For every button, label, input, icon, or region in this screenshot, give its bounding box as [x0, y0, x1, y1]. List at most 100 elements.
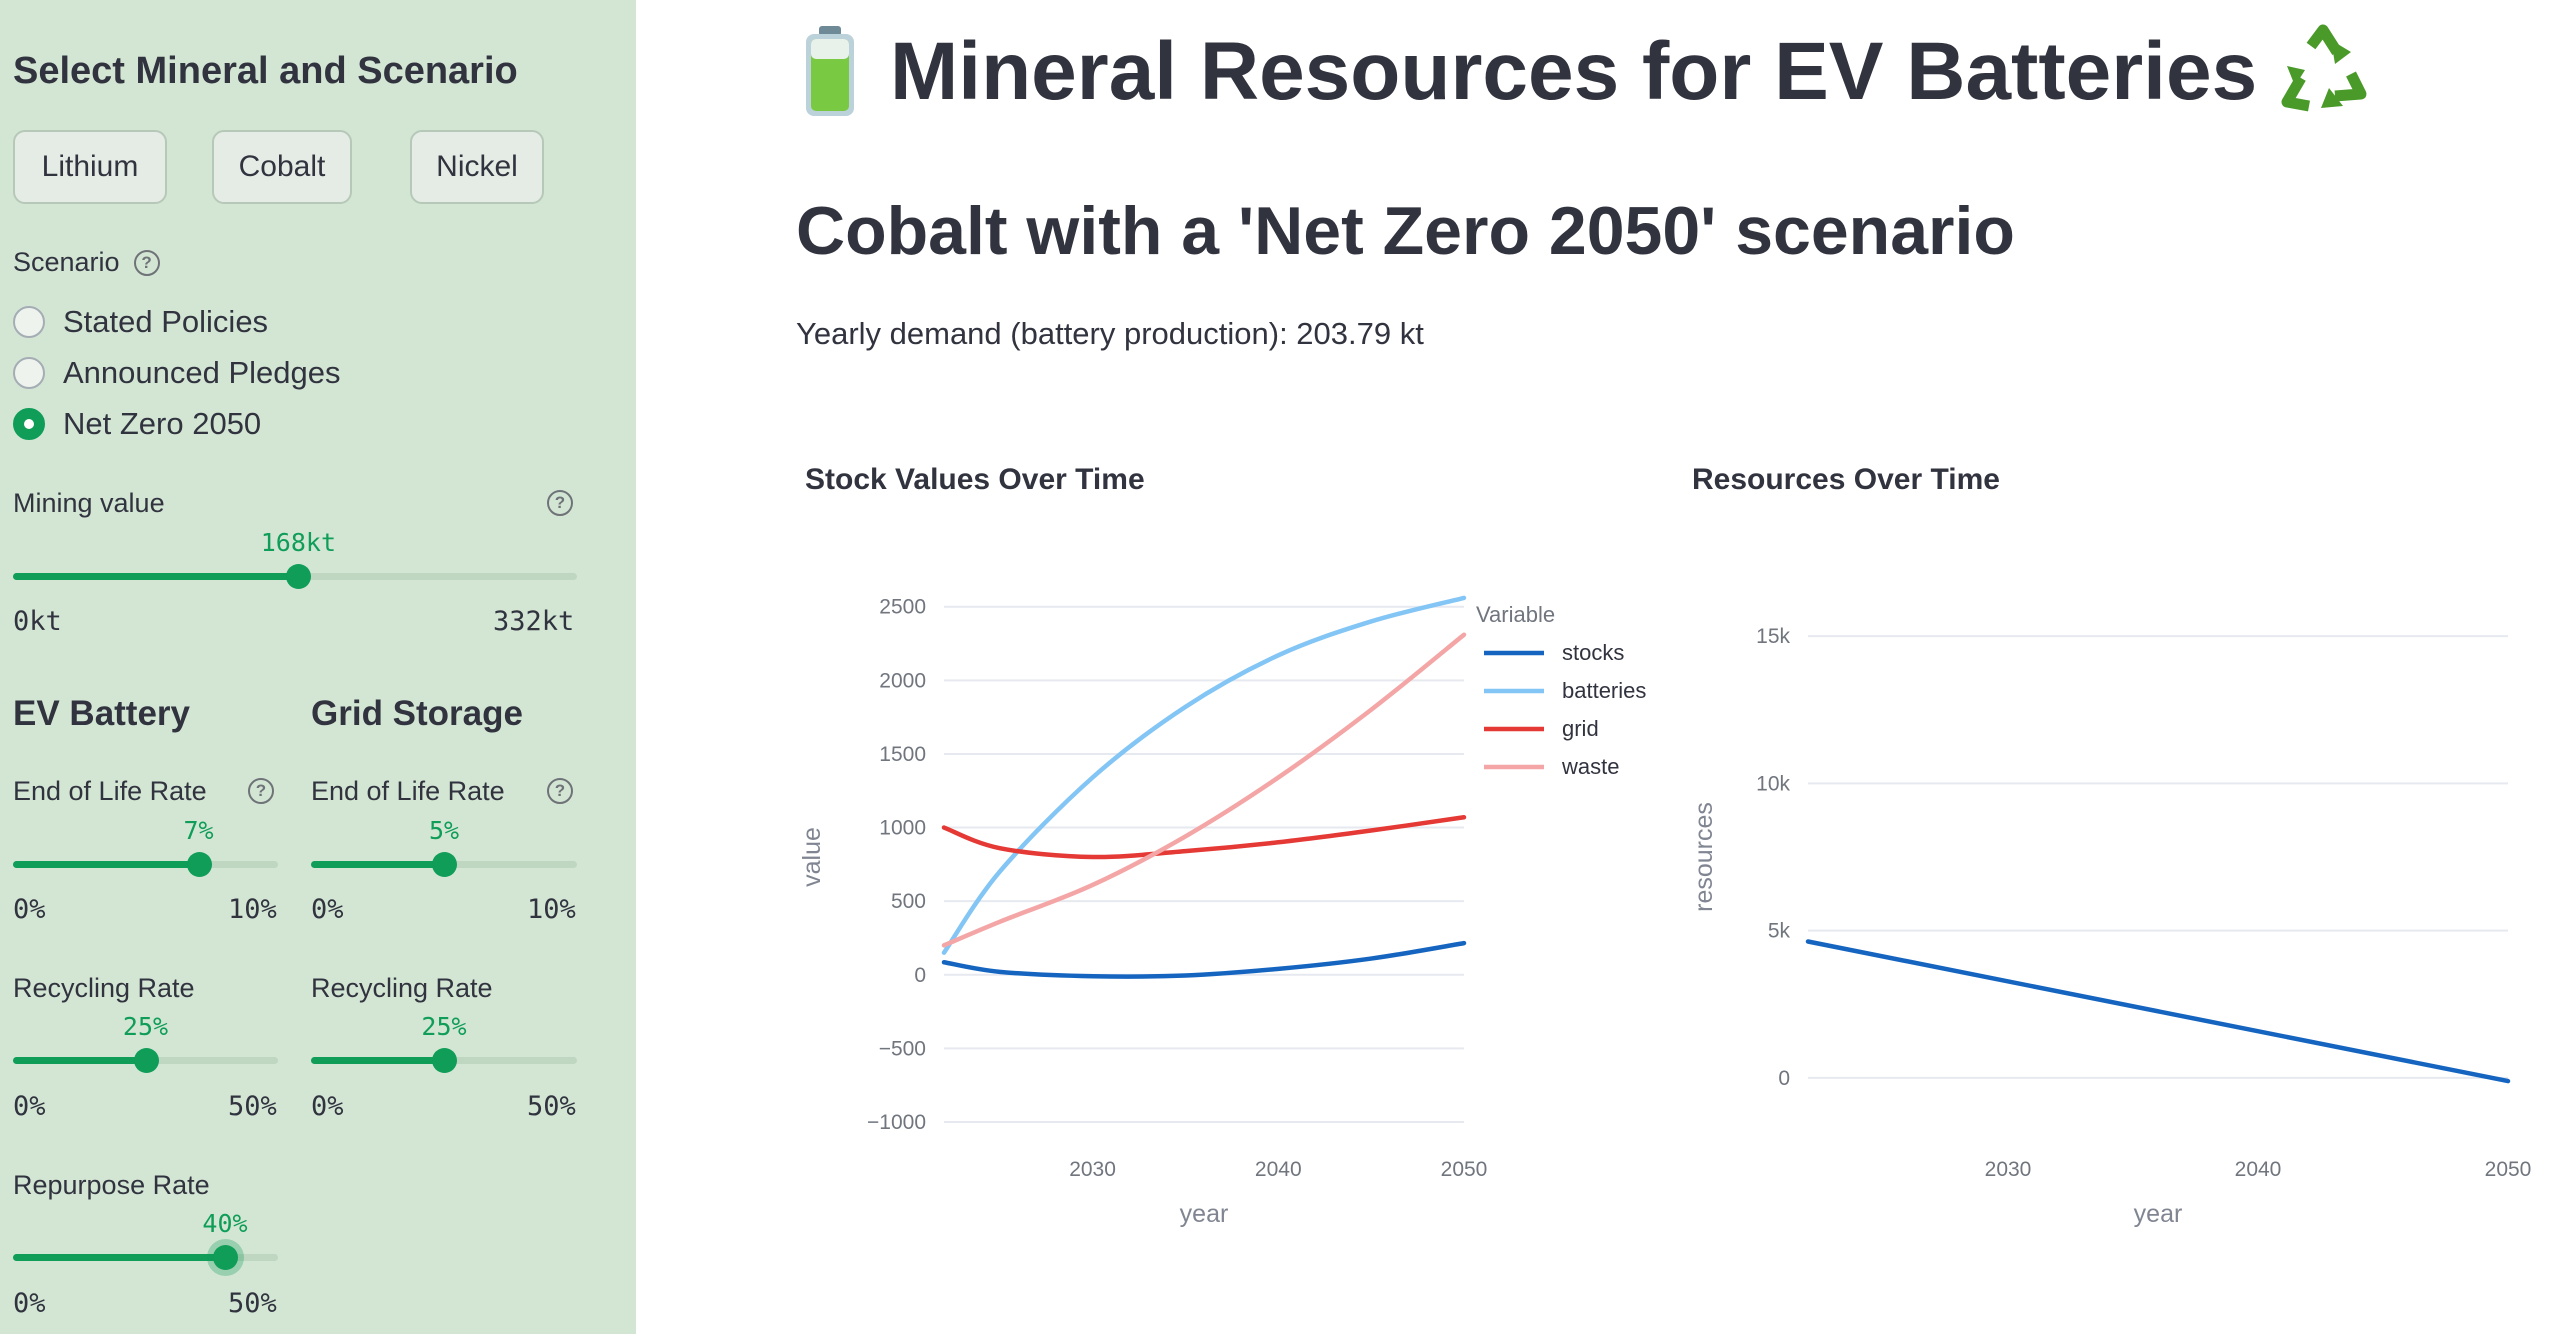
recycle-icon	[2273, 22, 2374, 122]
x-axis-label: year	[2134, 1200, 2183, 1228]
ev-recycling-label: Recycling Rate	[13, 973, 195, 1003]
slider-thumb[interactable]	[213, 1245, 238, 1270]
series-line-resources	[1805, 939, 2511, 1084]
sidebar-title: Select Mineral and Scenario	[13, 50, 518, 92]
legend-item-waste: waste	[1561, 754, 1619, 779]
ev-recycling-min-label: 0%	[13, 1091, 46, 1122]
y-tick-label: 500	[891, 890, 926, 913]
slider-value: 168kt	[260, 528, 337, 557]
y-axis-label: resources	[1690, 802, 1718, 912]
y-tick-label: −500	[879, 1037, 926, 1060]
slider-value: 5%	[428, 816, 460, 845]
ev-end-of-life-min-label: 0%	[13, 894, 46, 925]
y-tick-label: 2000	[879, 669, 926, 692]
series-line-waste	[941, 632, 1467, 948]
y-axis-label: value	[798, 827, 826, 887]
radio-circle-icon[interactable]	[13, 306, 45, 338]
ev-battery-heading: EV Battery	[13, 694, 191, 733]
x-axis-label: year	[1180, 1200, 1229, 1228]
slider-fill	[311, 861, 444, 868]
stock-chart-title: Stock Values Over Time	[805, 463, 1145, 496]
y-tick-label: 15k	[1756, 625, 1790, 648]
slider-value: 25%	[122, 1012, 169, 1041]
grid-end-of-life-label: End of Life Rate	[311, 776, 505, 806]
grid-recycling-slider[interactable]: 25%	[311, 1012, 577, 1086]
scenario-help-icon[interactable]: ?	[133, 249, 160, 276]
mining-value-label: Mining value	[13, 488, 165, 518]
grid-storage-heading: Grid Storage	[311, 694, 523, 733]
grid-recycling-label: Recycling Rate	[311, 973, 493, 1003]
ev-recycling-max-label: 50%	[228, 1091, 277, 1122]
slider-value: 40%	[202, 1209, 248, 1238]
ev-recycling-slider[interactable]: 25%	[13, 1012, 278, 1086]
slider-thumb[interactable]	[133, 1048, 159, 1073]
y-tick-label: −1000	[867, 1111, 926, 1134]
radio-label: Stated Policies	[63, 304, 269, 339]
scenario-label-row: Scenario ?	[13, 247, 160, 278]
slider-thumb[interactable]	[186, 852, 212, 877]
grid-end-of-life-slider[interactable]: 5%	[311, 816, 577, 890]
slider-fill	[13, 861, 199, 868]
cobalt-button[interactable]: Cobalt	[212, 130, 352, 204]
grid-recycling-min-label: 0%	[311, 1091, 344, 1122]
radio-selected-icon[interactable]	[13, 408, 45, 440]
mining-help-icon[interactable]: ?	[547, 490, 573, 516]
legend-item-grid: grid	[1562, 716, 1599, 741]
radio-announced-pledges[interactable]: Announced Pledges	[13, 355, 341, 391]
mining-min-label: 0kt	[13, 606, 62, 637]
x-tick-label: 2030	[1985, 1158, 2032, 1181]
grid-end-of-life-min-label: 0%	[311, 894, 344, 925]
grid-recycling-max-label: 50%	[527, 1091, 576, 1122]
ev-repurpose-min-label: 0%	[13, 1288, 46, 1319]
slider-value: 7%	[183, 816, 214, 845]
radio-stated-policies[interactable]: Stated Policies	[13, 304, 268, 340]
slider-thumb[interactable]	[286, 564, 312, 589]
ev-end-of-life-slider[interactable]: 7%	[13, 816, 278, 890]
ev-end-of-life-max-label: 10%	[228, 894, 277, 925]
radio-net-zero-2050[interactable]: Net Zero 2050	[13, 406, 261, 442]
sidebar: Select Mineral and Scenario Lithium Coba…	[0, 0, 636, 1334]
series-line-batteries	[941, 595, 1467, 955]
ev-end-of-life-label: End of Life Rate	[13, 776, 207, 806]
radio-circle-icon[interactable]	[13, 357, 45, 389]
lithium-button[interactable]: Lithium	[13, 130, 167, 204]
scenario-label: Scenario	[13, 247, 120, 277]
mining-max-label: 332kt	[493, 606, 575, 637]
mining-value-slider[interactable]: 168kt	[13, 528, 577, 602]
x-tick-label: 2040	[2235, 1158, 2282, 1181]
page-title-text: Mineral Resources for EV Batteries	[890, 26, 2258, 117]
radio-label: Announced Pledges	[63, 355, 341, 390]
y-tick-label: 2500	[879, 596, 926, 619]
ev-repurpose-max-label: 50%	[228, 1288, 277, 1319]
legend-item-stocks: stocks	[1562, 640, 1624, 665]
y-tick-label: 0	[1778, 1067, 1790, 1090]
ev-repurpose-label: Repurpose Rate	[13, 1170, 210, 1200]
resources-chart[interactable]: 0 5k 10k 15k 2030 2040 2050 year resources	[1690, 540, 2540, 1260]
y-tick-label: 5k	[1768, 920, 1791, 943]
x-tick-label: 2030	[1069, 1158, 1116, 1181]
y-tick-label: 1500	[879, 743, 926, 766]
y-tick-label: 1000	[879, 817, 926, 840]
stock-values-chart[interactable]: −1000 −500 0 500 1000 1500 2000 2500 2030 2040 205…	[790, 540, 1690, 1260]
x-tick-label: 2050	[1441, 1158, 1488, 1181]
nickel-button[interactable]: Nickel	[410, 130, 544, 204]
ev-end-of-life-help-icon[interactable]: ?	[248, 778, 274, 804]
series-line-stocks	[941, 940, 1467, 979]
y-tick-label: 0	[914, 964, 926, 987]
legend-title: Variable	[1476, 602, 1555, 627]
scenario-subtitle: Cobalt with a 'Net Zero 2050' scenario	[796, 193, 2015, 269]
slider-fill	[13, 573, 299, 580]
x-tick-label: 2050	[2485, 1158, 2532, 1181]
x-tick-label: 2040	[1255, 1158, 1302, 1181]
y-tick-label: 10k	[1756, 772, 1790, 795]
page-title: Mineral Resources for EV Batteries	[800, 22, 2374, 122]
grid-end-of-life-help-icon[interactable]: ?	[547, 778, 573, 804]
slider-thumb[interactable]	[432, 852, 457, 877]
slider-thumb[interactable]	[432, 1048, 457, 1073]
resources-chart-title: Resources Over Time	[1692, 463, 2000, 496]
slider-value: 25%	[421, 1012, 467, 1041]
battery-icon	[806, 26, 854, 116]
yearly-demand-text: Yearly demand (battery production): 203.…	[796, 316, 1424, 351]
ev-repurpose-slider[interactable]: 40%	[13, 1209, 278, 1283]
series-line-grid	[941, 815, 1467, 860]
